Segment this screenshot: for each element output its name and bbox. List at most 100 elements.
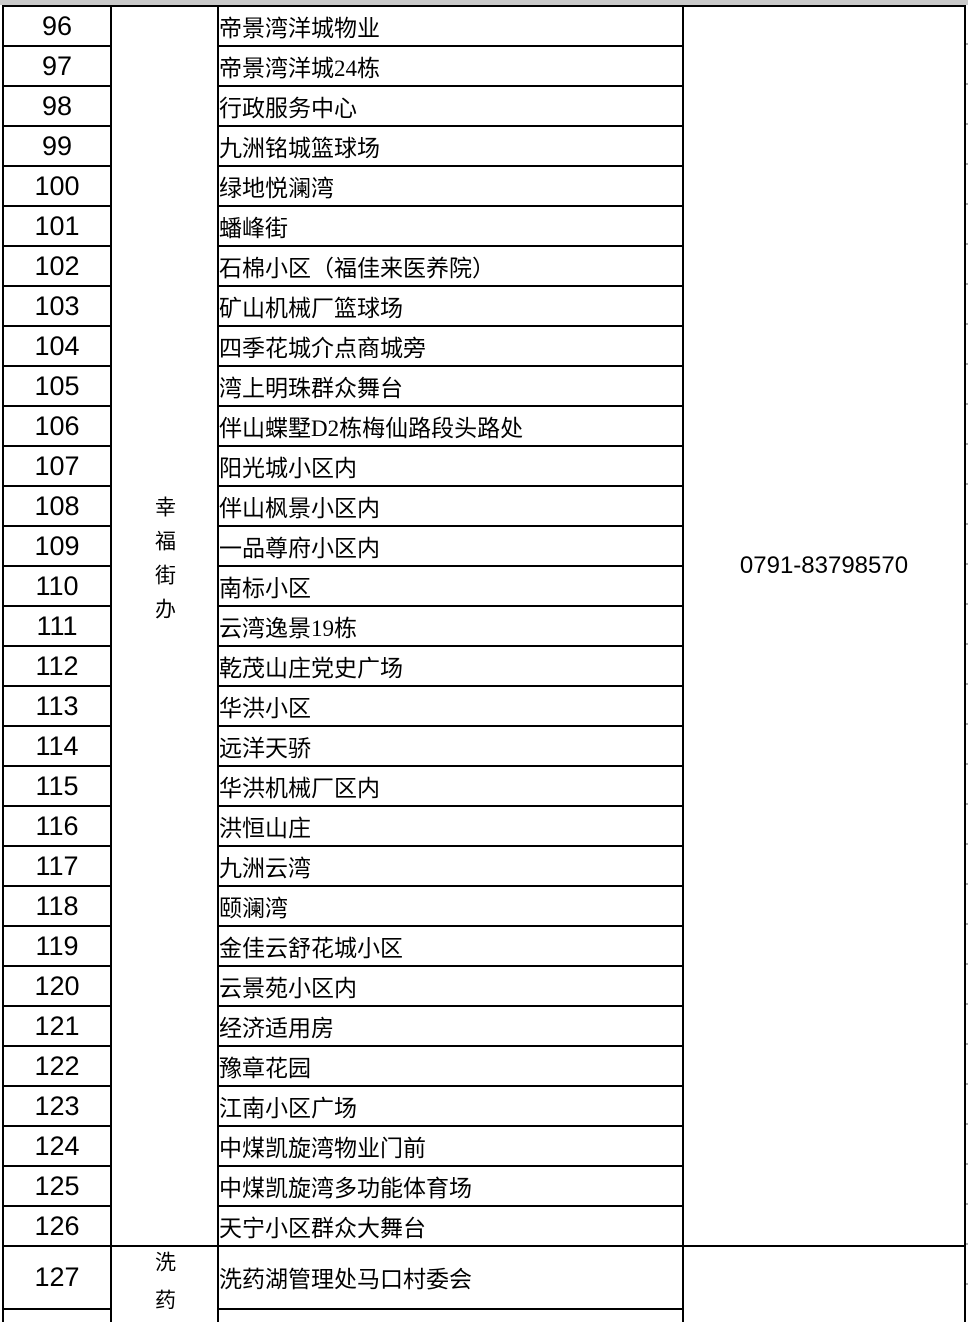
table-row: 118 颐澜湾 [2,885,965,927]
site-name-cell: 伴山蝶墅D2栋梅仙路段头路处 [217,405,684,447]
row-number-cell: 100 [2,165,112,207]
table-row: 122 豫章花园 [2,1045,965,1087]
table-row: 126 天宁小区群众大舞台 [2,1205,965,1247]
table-row: 117 九洲云湾 [2,845,965,887]
row-number-cell: 117 [2,845,112,887]
table-row: 101 蟠峰街 [2,205,965,247]
row-number-cell: 106 [2,405,112,447]
site-name-cell: 洪恒山庄 [217,805,684,847]
site-name-cell: 乾茂山庄党史广场 [217,645,684,687]
table-row: 98 行政服务中心 [2,85,965,127]
table-row: 111 云湾逸景19栋 [2,605,965,647]
row-number-cell: 125 [2,1165,112,1207]
row-number-cell: 126 [2,1205,112,1247]
site-name-cell: 帝景湾洋城24栋 [217,45,684,87]
site-name-cell: 一品尊府小区内 [217,525,684,567]
site-name-cell: 经济适用房 [217,1005,684,1047]
table-row: 127 洗药湖 洗药湖管理处马口村委会 [2,1245,966,1322]
site-name-cell: 豫章花园 [217,1045,684,1087]
office-cell: 洗药湖 [110,1245,219,1322]
table-row: 96 幸福街办 帝景湾洋城物业 0791-83798570 [2,5,966,1247]
table-row: 119 金佳云舒花城小区 [2,925,965,967]
site-name-cell: 远洋天骄 [217,725,684,767]
row-number-cell: 102 [2,245,112,287]
site-name-cell: 中煤凯旋湾物业门前 [217,1125,684,1167]
site-name-cell: 江南小区广场 [217,1085,684,1127]
site-name-cell: 湾上明珠群众舞台 [217,365,684,407]
row-number-cell: 123 [2,1085,112,1127]
site-name-cell: 九洲云湾 [217,845,684,887]
phone-cell [682,1245,966,1322]
row-number-cell: 112 [2,645,112,687]
table-row: 103 矿山机械厂篮球场 [2,285,965,327]
site-name-cell: 蟠峰街 [217,205,684,247]
site-name-cell: 颐澜湾 [217,885,684,927]
site-name-cell: 云湾逸景19栋 [217,605,684,647]
table-row: 109 一品尊府小区内 [2,525,965,567]
table-row: 128 洗药湖管理处牛岭村委会 [2,1307,965,1322]
site-name-cell: 伴山枫景小区内 [217,485,684,527]
table-row: 108 伴山枫景小区内 [2,485,965,527]
site-name-cell: 云景苑小区内 [217,965,684,1007]
site-name-cell: 石棉小区（福佳来医养院） [217,245,684,287]
phone-cell: 0791-83798570 [682,5,966,1247]
table-row: 97 帝景湾洋城24栋 [2,45,965,87]
row-number-cell: 127 [2,1245,112,1310]
site-name-cell: 华洪小区 [217,685,684,727]
site-name-cell: 洗药湖管理处马口村委会 [217,1245,684,1310]
cropped-next-column-edge [964,5,968,1322]
site-name-cell: 四季花城介点商城旁 [217,325,684,367]
row-number-cell: 116 [2,805,112,847]
row-number-cell: 103 [2,285,112,327]
table-row: 112 乾茂山庄党史广场 [2,645,965,687]
table-row: 123 江南小区广场 [2,1085,965,1127]
table-row: 121 经济适用房 [2,1005,965,1047]
site-name-cell: 金佳云舒花城小区 [217,925,684,967]
table-row: 107 阳光城小区内 [2,445,965,487]
table-row: 113 华洪小区 [2,685,965,727]
site-name-cell: 绿地悦澜湾 [217,165,684,207]
office-vertical-text: 洗药湖 [152,1251,177,1322]
row-number-cell: 105 [2,365,112,407]
row-number-cell: 111 [2,605,112,647]
row-number-cell: 107 [2,445,112,487]
row-number-cell: 119 [2,925,112,967]
table-row: 105 湾上明珠群众舞台 [2,365,965,407]
row-number-cell: 109 [2,525,112,567]
office-cell: 幸福街办 [110,5,219,1247]
row-number-cell: 98 [2,85,112,127]
row-number-cell: 110 [2,565,112,607]
row-number-cell: 101 [2,205,112,247]
site-name-cell: 九洲铭城篮球场 [217,125,684,167]
site-name-cell: 行政服务中心 [217,85,684,127]
row-number-cell: 128 [2,1307,112,1322]
table-row: 114 远洋天骄 [2,725,965,767]
site-name-cell: 矿山机械厂篮球场 [217,285,684,327]
table-row: 115 华洪机械厂区内 [2,765,965,807]
contact-points-table: 96 幸福街办 帝景湾洋城物业 0791-83798570 97 帝景湾洋城24… [2,5,966,1322]
site-name-cell: 阳光城小区内 [217,445,684,487]
row-number-cell: 121 [2,1005,112,1047]
page-top-edge [0,0,968,5]
row-number-cell: 114 [2,725,112,767]
table-row: 100 绿地悦澜湾 [2,165,965,207]
table-row: 120 云景苑小区内 [2,965,965,1007]
row-number-cell: 99 [2,125,112,167]
row-number-cell: 122 [2,1045,112,1087]
row-number-cell: 118 [2,885,112,927]
site-name-cell: 中煤凯旋湾多功能体育场 [217,1165,684,1207]
site-name-cell: 南标小区 [217,565,684,607]
table-row: 110 南标小区 [2,565,965,607]
table-row: 116 洪恒山庄 [2,805,965,847]
table-row: 104 四季花城介点商城旁 [2,325,965,367]
table-row: 124 中煤凯旋湾物业门前 [2,1125,965,1167]
site-name-cell: 天宁小区群众大舞台 [217,1205,684,1247]
site-name-cell: 帝景湾洋城物业 [217,5,684,47]
row-number-cell: 115 [2,765,112,807]
row-number-cell: 97 [2,45,112,87]
row-number-cell: 113 [2,685,112,727]
row-number-cell: 108 [2,485,112,527]
row-number-cell: 96 [2,5,112,47]
table-row: 102 石棉小区（福佳来医养院） [2,245,965,287]
